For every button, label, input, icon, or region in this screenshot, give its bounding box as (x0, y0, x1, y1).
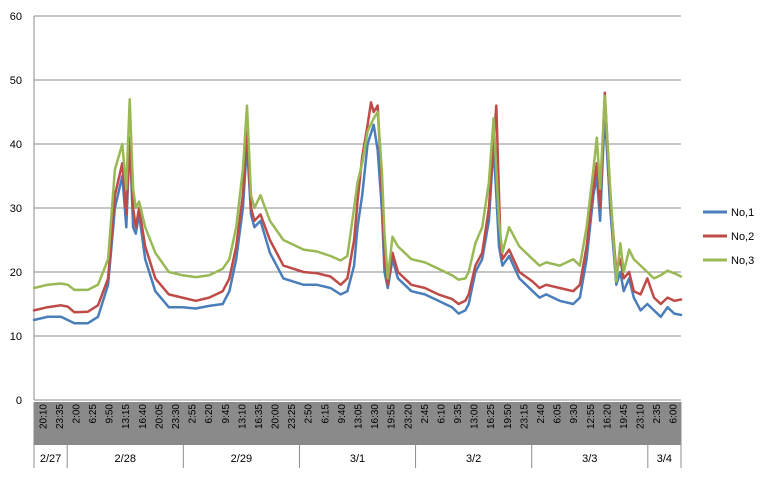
x-tick-label: 23:25 (287, 404, 298, 429)
series-line (32, 110, 683, 325)
legend-label: No,1 (731, 207, 754, 219)
x-date-label: 3/1 (350, 453, 365, 465)
x-tick-label: 9:45 (221, 404, 232, 424)
series-line (32, 94, 683, 292)
x-date-label: 2/28 (115, 453, 136, 465)
x-tick-label: 9:30 (569, 404, 580, 424)
x-axis: 20:10 23:35 2:00 6:25 9:50 13:15 16:40 20:05 23:… (33, 402, 682, 468)
x-tick-label: 16:20 (602, 404, 613, 429)
x-tick-label: 19:55 (387, 404, 398, 429)
legend-label: No,3 (731, 255, 754, 267)
x-tick-label: 20:05 (154, 404, 165, 429)
y-tick-label: 0 (16, 395, 22, 407)
x-tick-label: 23:10 (636, 404, 647, 429)
x-tick-label: 19:45 (619, 404, 630, 429)
y-axis-tick-labels: 0 10 20 30 40 50 60 (10, 11, 22, 407)
x-tick-label: 2:00 (71, 404, 82, 424)
x-tick-label: 9:50 (105, 404, 116, 424)
x-date-label: 2/27 (40, 453, 61, 465)
x-tick-label: 13:15 (121, 404, 132, 429)
x-tick-label: 9:35 (453, 404, 464, 424)
x-tick-label: 6:20 (204, 404, 215, 424)
x-tick-label: 6:10 (436, 404, 447, 424)
x-tick-label: 2:40 (536, 404, 547, 424)
y-tick-label: 30 (10, 203, 22, 215)
series-lines (32, 91, 683, 325)
x-tick-label: 16:40 (138, 404, 149, 429)
x-tick-label: 13:10 (237, 404, 248, 429)
y-tick-label: 60 (10, 11, 22, 23)
x-tick-label: 6:15 (320, 404, 331, 424)
y-tick-label: 50 (10, 75, 22, 87)
x-tick-label: 2:50 (304, 404, 315, 424)
x-tick-label: 20:10 (38, 404, 49, 429)
x-tick-label: 16:25 (486, 404, 497, 429)
x-tick-label: 2:35 (652, 404, 663, 424)
x-tick-label: 12:55 (586, 404, 597, 429)
x-tick-label: 23:15 (519, 404, 530, 429)
x-tick-label: 16:30 (370, 404, 381, 429)
x-tick-label: 23:35 (55, 404, 66, 429)
x-tick-label: 23:30 (171, 404, 182, 429)
x-tick-label: 2:45 (420, 404, 431, 424)
x-tick-label: 9:40 (337, 404, 348, 424)
x-tick-label: 13:05 (354, 404, 365, 429)
x-tick-label: 2:55 (188, 404, 199, 424)
y-tick-label: 40 (10, 139, 22, 151)
y-tick-label: 20 (10, 267, 22, 279)
x-date-label: 3/2 (466, 453, 481, 465)
x-tick-label: 6:25 (88, 404, 99, 424)
x-tick-label: 19:50 (503, 404, 514, 429)
x-tick-label: 16:35 (254, 404, 265, 429)
x-tick-label: 6:05 (553, 404, 564, 424)
y-tick-label: 10 (10, 331, 22, 343)
legend: No,1 No,2 No,3 (703, 207, 754, 267)
x-date-label: 3/4 (657, 453, 672, 465)
x-axis-label-strip (34, 402, 681, 445)
x-date-label: 3/3 (582, 453, 597, 465)
x-tick-label: 13:00 (470, 404, 481, 429)
x-tick-label: 6:00 (669, 404, 680, 424)
x-date-label: 2/29 (231, 453, 252, 465)
x-tick-label: 20:00 (271, 404, 282, 429)
x-tick-label: 23:20 (403, 404, 414, 429)
legend-label: No,2 (731, 231, 754, 243)
